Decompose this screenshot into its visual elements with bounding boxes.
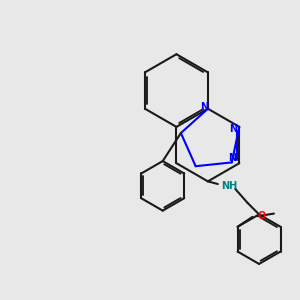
- Text: NH: NH: [221, 181, 238, 191]
- Text: N: N: [228, 154, 236, 164]
- Text: N: N: [229, 124, 238, 134]
- Text: O: O: [258, 211, 266, 221]
- Text: N: N: [200, 102, 208, 112]
